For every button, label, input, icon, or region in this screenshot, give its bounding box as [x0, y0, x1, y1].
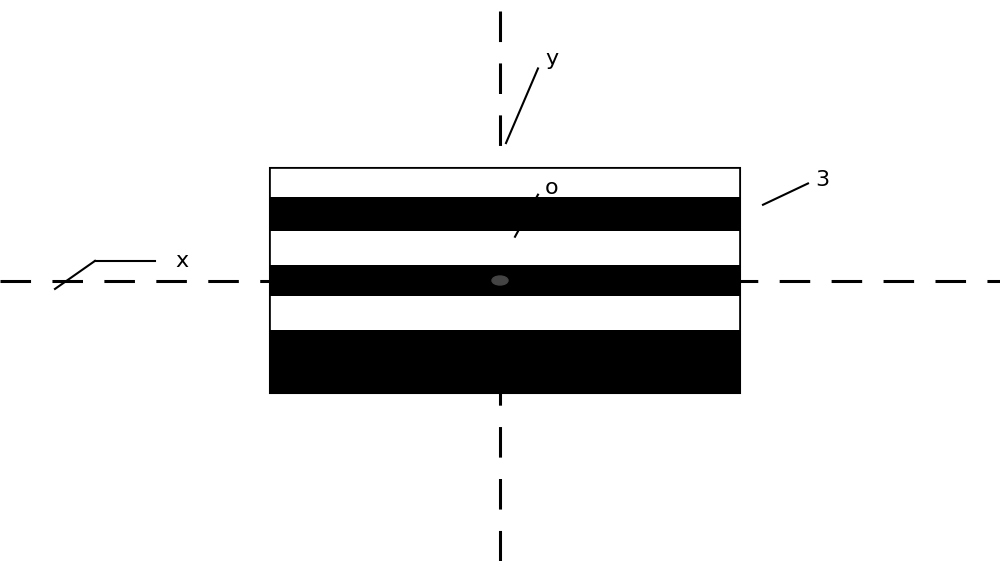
Bar [270, 197, 740, 231]
Bar [270, 231, 740, 265]
Circle shape [492, 276, 508, 285]
Text: o: o [545, 178, 559, 198]
Bar [270, 330, 740, 393]
Bar [270, 168, 740, 197]
Bar [270, 265, 740, 296]
Text: y: y [545, 49, 558, 69]
Text: x: x [175, 251, 188, 271]
Bar [270, 168, 740, 393]
Bar [270, 168, 740, 393]
Bar [270, 296, 740, 330]
Text: 3: 3 [815, 169, 829, 190]
